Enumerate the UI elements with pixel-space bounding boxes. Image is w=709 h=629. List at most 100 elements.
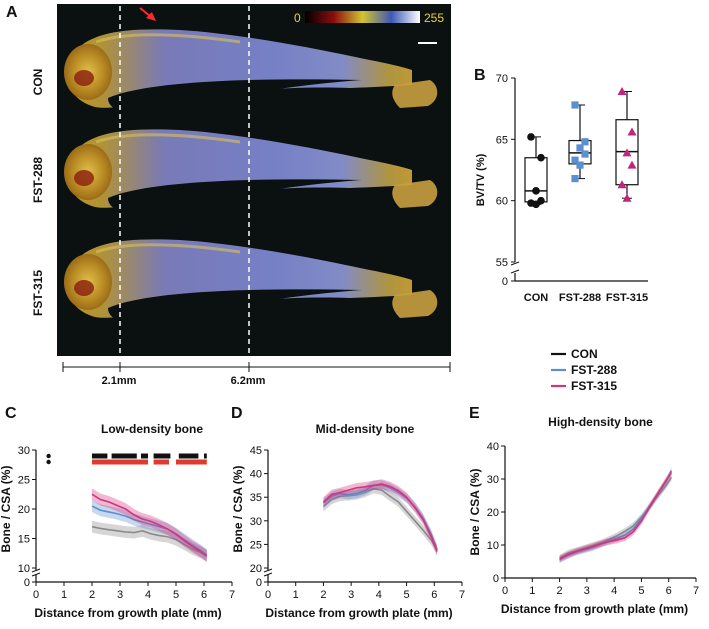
panel-letter-e: E <box>469 405 480 422</box>
x-tick-label: 3 <box>348 589 354 601</box>
axis-break-mark <box>510 269 520 274</box>
y-axis-label: Bone / CSA (%) <box>468 469 482 556</box>
x-tick-label: 1 <box>293 589 299 601</box>
data-point <box>581 138 589 146</box>
legend-label: FST-288 <box>571 363 617 377</box>
panel-letter-a: A <box>6 4 18 21</box>
x-tick-label: 5 <box>404 589 410 601</box>
colorbar-max-label: 255 <box>424 11 444 25</box>
y-tick-label: 15 <box>18 534 30 546</box>
y-tick-label: 10 <box>487 540 499 552</box>
significance-span <box>111 453 137 459</box>
data-point <box>571 156 579 164</box>
y-tick-label: 30 <box>250 516 262 528</box>
panel-letter-c: C <box>5 405 17 422</box>
colorbar-min-label: 0 <box>294 11 301 25</box>
line-chart-low-density: Low-density bone 0 10 15 20 25 30 0 1 2 3 4 5 6 7 Dista… <box>0 422 235 620</box>
y-tick-label: 65 <box>496 134 508 146</box>
panel-a: A 0 255 CON FST-288 FST-315 2.1mm 6.2mm <box>6 4 451 387</box>
data-point <box>532 200 540 209</box>
y-tick-label: 70 <box>496 73 508 85</box>
colorbar <box>305 11 420 23</box>
x-tick-label: 0 <box>33 589 39 601</box>
boxplot-bv-tv: 0 55 60 65 70 BV/TV (%) CON FST-288 FST-315 <box>475 73 648 304</box>
y-axis-label: BV/TV (%) <box>475 153 487 206</box>
axis-break-mark <box>31 572 41 577</box>
legend-label: FST-315 <box>571 379 617 393</box>
x-tick-label: 7 <box>459 589 465 601</box>
x-tick-label: 1 <box>61 589 67 601</box>
bone-3 <box>64 239 438 323</box>
significance-span <box>141 453 148 459</box>
x-tick-label: FST-315 <box>606 292 648 304</box>
bone-foot <box>392 180 438 208</box>
series-line-con <box>322 487 438 551</box>
x-axis-label: Distance from growth plate (mm) <box>501 602 688 616</box>
row-label-fst-288: FST-288 <box>31 157 45 203</box>
series-line-fst-288 <box>91 505 208 556</box>
data-point <box>532 187 540 195</box>
series-line-fst-315 <box>559 471 673 560</box>
y-tick-label: 20 <box>487 507 499 519</box>
x-tick-label: 5 <box>638 585 644 597</box>
y-tick-label: 45 <box>250 445 262 457</box>
error-band-fst-315 <box>323 479 438 557</box>
error-band-fst-315 <box>559 469 672 563</box>
significance-span <box>204 453 207 459</box>
significance-span <box>178 453 199 459</box>
bone-renderings <box>64 29 438 323</box>
x-axis-label: Distance from growth plate (mm) <box>265 606 452 620</box>
data-point <box>622 148 632 157</box>
x-tick-label: 7 <box>229 589 235 601</box>
data-point <box>627 160 637 169</box>
y-axis-label: Bone / CSA (%) <box>231 466 245 553</box>
data-point <box>571 101 579 109</box>
bone-gap <box>108 179 362 213</box>
panel-b: B 0 55 60 65 70 BV/TV (%) CON FST-288 FST-315 <box>474 67 648 304</box>
bone-gap <box>108 289 362 323</box>
panel-letter-b: B <box>474 67 486 84</box>
bone-dense-spot <box>74 280 94 296</box>
x-tick-label: 7 <box>693 585 699 597</box>
y-tick-label: 20 <box>18 504 30 516</box>
y-tick-label: 30 <box>487 474 499 486</box>
series-line-fst-315 <box>322 483 438 552</box>
significance-span <box>153 459 169 465</box>
axis-break-mark <box>263 568 273 573</box>
legend-label: CON <box>571 347 598 361</box>
chart-title: Mid-density bone <box>316 422 415 436</box>
data-point <box>581 150 589 158</box>
y-tick-label: 60 <box>496 196 508 208</box>
axis-break-mark <box>510 261 520 266</box>
bone-foot <box>392 80 438 108</box>
x-tick-label: 6 <box>666 585 672 597</box>
y-tick-label: 40 <box>250 469 262 481</box>
x-tick-label: 1 <box>529 585 535 597</box>
significance-span <box>92 459 148 465</box>
y-axis-label: Bone / CSA (%) <box>0 466 13 553</box>
data-point <box>617 86 627 95</box>
row-label-fst-315: FST-315 <box>31 270 45 316</box>
x-tick-label: 0 <box>265 589 271 601</box>
panel-letter-d: D <box>231 405 243 422</box>
bone-crest <box>95 33 241 44</box>
x-tick-label: 6 <box>201 589 207 601</box>
x-tick-label: 2 <box>89 589 95 601</box>
y-tick-label: 10 <box>18 563 30 575</box>
red-arrow <box>139 7 156 21</box>
data-point <box>571 174 579 183</box>
legend: CON FST-288 FST-315 <box>551 347 617 393</box>
data-point <box>576 161 584 169</box>
y-tick-label: 35 <box>250 492 262 504</box>
data-point <box>617 180 627 189</box>
row-label-con: CON <box>31 69 45 96</box>
x-axis-label: Distance from growth plate (mm) <box>34 606 221 620</box>
x-tick-label: 5 <box>173 589 179 601</box>
data-point <box>527 133 535 141</box>
x-tick-label: 3 <box>584 585 590 597</box>
data-point <box>537 153 545 162</box>
bone-1 <box>64 29 438 113</box>
x-tick-label: 6 <box>431 589 437 601</box>
